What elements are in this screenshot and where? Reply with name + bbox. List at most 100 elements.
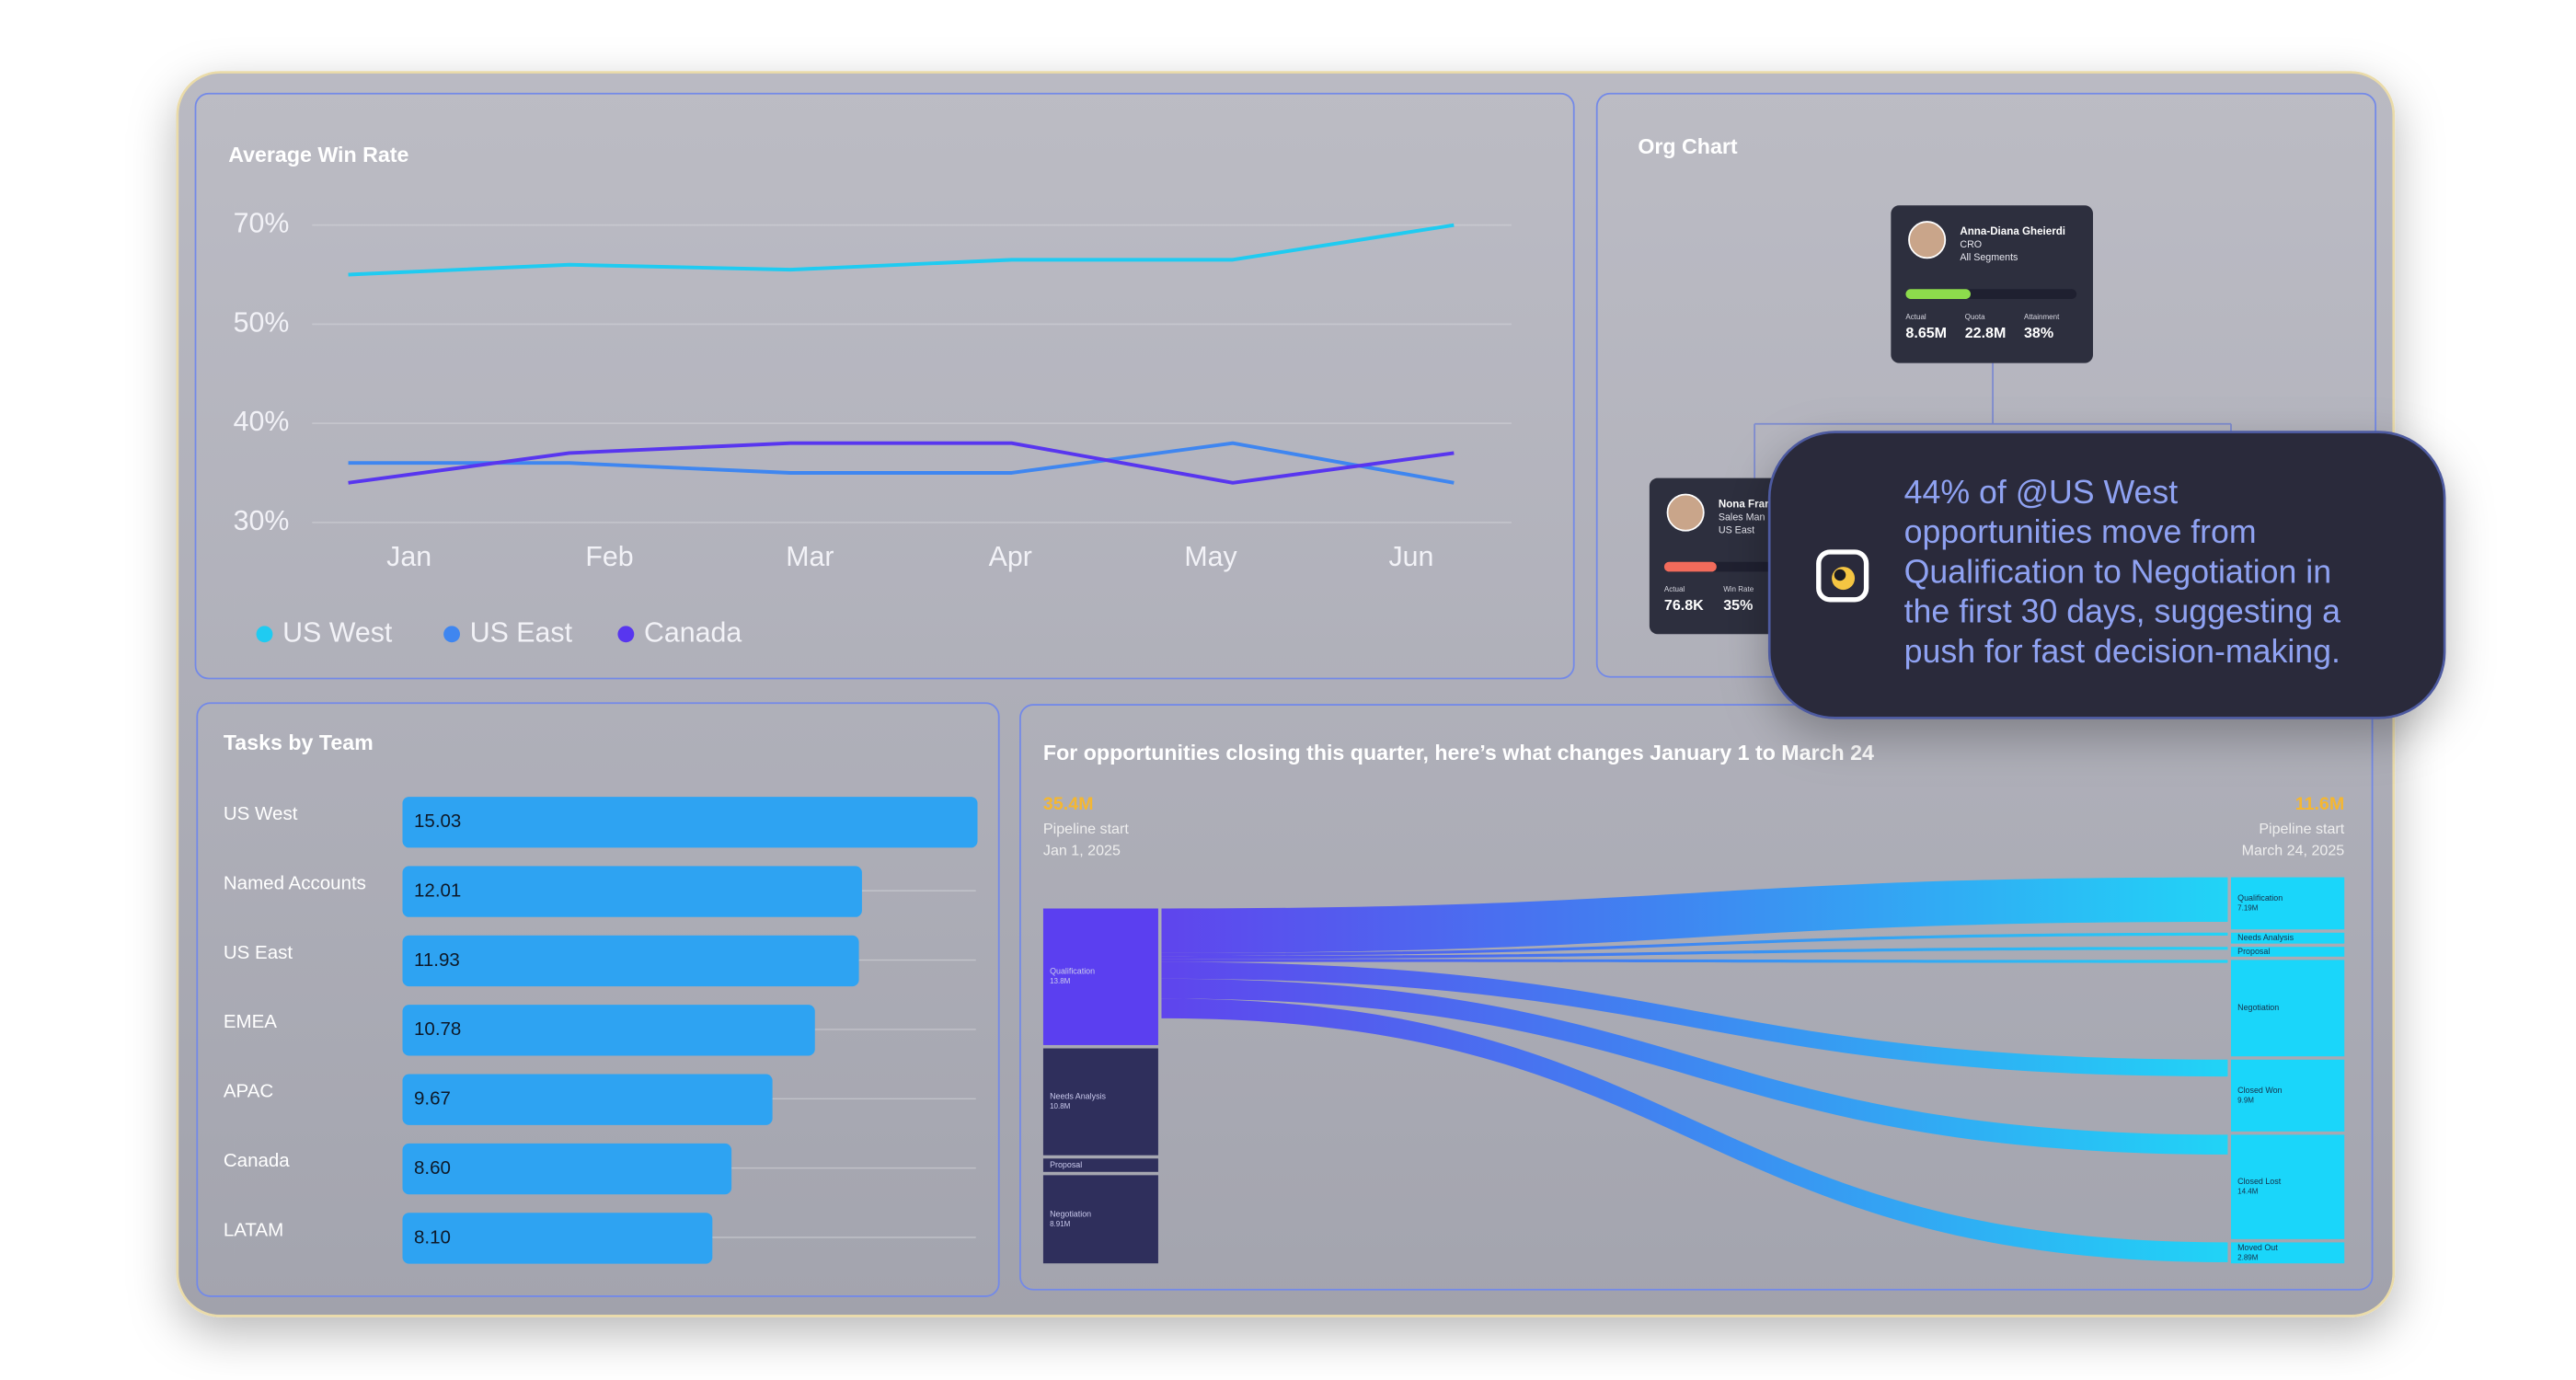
person-segment: US East: [1719, 525, 1754, 536]
sankey-node: [1042, 1048, 1158, 1156]
x-tick-label: May: [1184, 542, 1237, 572]
stat-label: Actual: [1664, 585, 1685, 593]
legend-label: US West: [282, 617, 393, 648]
node-value-label: 13.8M: [1050, 977, 1071, 985]
x-tick-label: Mar: [786, 542, 834, 572]
node-label: Closed Lost: [2237, 1177, 2282, 1186]
insight-icon-pupil: [1834, 569, 1846, 581]
category-label: LATAM: [224, 1219, 283, 1240]
sankey-node: [2231, 877, 2345, 930]
bar: [402, 1074, 773, 1125]
tooltip-line: opportunities move from: [1904, 513, 2257, 550]
stat-value: 35%: [1723, 597, 1753, 614]
tooltip-line: push for fast decision-making.: [1904, 633, 2340, 670]
stat-label: Quota: [1965, 313, 1985, 321]
chart-title: Average Win Rate: [228, 143, 408, 167]
x-tick-label: Jun: [1388, 542, 1433, 572]
start-label: Pipeline start: [1043, 821, 1129, 837]
stat-value: 76.8K: [1664, 597, 1704, 614]
tooltip-line: Qualification to Negotiation in: [1904, 553, 2331, 590]
sankey-link: [1161, 932, 2228, 957]
end-label: Pipeline start: [2259, 821, 2344, 837]
sankey-node: [1042, 908, 1158, 1045]
y-tick-label: 50%: [234, 307, 290, 338]
category-label: US East: [224, 942, 293, 963]
node-label: Moved Out: [2237, 1243, 2278, 1252]
pipeline-panel: [1019, 704, 2374, 1291]
end-total: 11.6M: [2295, 794, 2344, 814]
stat-label: Actual: [1905, 313, 1926, 321]
bar: [402, 1005, 815, 1056]
stat-value: 8.65M: [1905, 325, 1947, 341]
node-label: Proposal: [1050, 1160, 1082, 1169]
person-name: Nona Fran: [1719, 498, 1771, 510]
win-rate-panel: [194, 92, 1575, 680]
legend-swatch: [443, 626, 460, 643]
legend-label: Canada: [644, 617, 742, 648]
sankey-node: [2231, 932, 2345, 944]
tasks-panel: [196, 702, 1000, 1297]
stat-value: 22.8M: [1965, 325, 2007, 341]
series-line: [348, 441, 1455, 485]
category-label: Canada: [224, 1150, 290, 1171]
node-value-label: 9.9M: [2237, 1096, 2254, 1104]
node-label: Needs Analysis: [1050, 1092, 1106, 1101]
stat-label: Win Rate: [1723, 585, 1754, 593]
bar: [402, 866, 862, 917]
node-label: Proposal: [2237, 947, 2270, 956]
category-label: EMEA: [224, 1011, 277, 1032]
progress-fill: [1905, 289, 1971, 299]
bar-value-label: 9.67: [414, 1088, 451, 1110]
bar: [402, 797, 978, 848]
insight-icon: [1816, 549, 1869, 603]
tooltip-line: 44% of @US West: [1904, 474, 2179, 511]
tooltip-line: the first 30 days, suggesting a: [1904, 593, 2340, 630]
bar-value-label: 8.60: [414, 1157, 451, 1179]
x-tick-label: Jan: [386, 542, 431, 572]
node-value-label: 8.91M: [1050, 1220, 1071, 1228]
node-label: Needs Analysis: [2237, 933, 2294, 942]
person-name: Anna-Diana Gheierdi: [1960, 225, 2065, 237]
stat-label: Attainment: [2024, 313, 2060, 321]
bar-value-label: 15.03: [414, 811, 461, 832]
node-label: Qualification: [2237, 893, 2283, 903]
sankey-link: [1161, 959, 2228, 963]
sankey-link: [1161, 947, 2228, 960]
bar: [402, 1143, 732, 1195]
legend-swatch: [256, 626, 273, 643]
bar-value-label: 10.78: [414, 1018, 461, 1040]
chart-title: Tasks by Team: [224, 730, 374, 754]
legend-swatch: [617, 626, 635, 643]
bar-value-label: 12.01: [414, 880, 461, 902]
person-segment: All Segments: [1960, 252, 2018, 263]
node-value-label: 2.89M: [2237, 1253, 2259, 1261]
sankey-link: [1161, 978, 2228, 1155]
sankey-link: [1161, 998, 2228, 1262]
chart-title: For opportunities closing this quarter, …: [1043, 741, 1874, 765]
node-label: Negotiation: [2237, 1003, 2279, 1012]
sankey-node: [2231, 1059, 2345, 1132]
category-label: Named Accounts: [224, 872, 366, 893]
start-total: 35.4M: [1043, 794, 1094, 814]
person-role: Sales Man: [1719, 512, 1765, 523]
sankey-link: [1161, 877, 2228, 953]
category-label: US West: [224, 803, 298, 824]
progress-fill: [1663, 561, 1717, 572]
avatar: [1666, 493, 1705, 532]
sankey-node: [1042, 1175, 1158, 1264]
node-value-label: 10.8M: [1050, 1102, 1071, 1110]
node-label: Qualification: [1050, 967, 1095, 976]
sankey-node: [2231, 1242, 2345, 1264]
tooltip-box: [1767, 431, 2446, 719]
org-connectors: [1754, 362, 2232, 478]
node-label: Closed Won: [2237, 1086, 2282, 1095]
x-tick-label: Apr: [989, 542, 1032, 572]
sankey-node: [2231, 947, 2345, 957]
person-role: CRO: [1960, 239, 1982, 250]
sankey-node: [2231, 1134, 2345, 1239]
sankey-link: [1161, 961, 2228, 1077]
